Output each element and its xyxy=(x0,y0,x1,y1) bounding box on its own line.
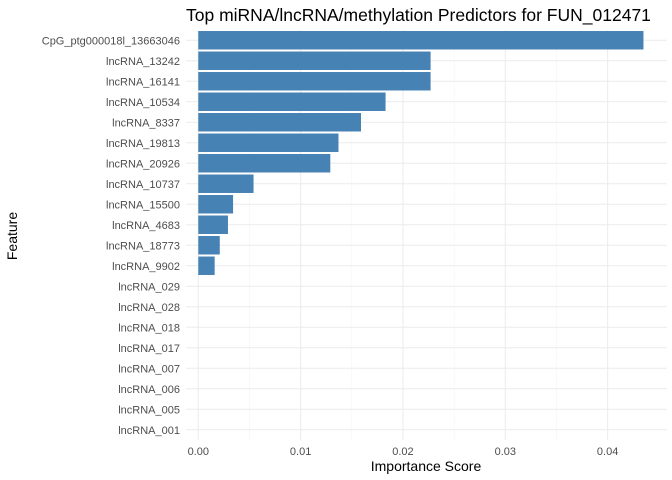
y-tick-label: lncRNA_16141 xyxy=(106,76,180,88)
y-tick-label: lncRNA_018 xyxy=(118,322,180,334)
bar-lncRNA_10534 xyxy=(198,92,386,111)
y-tick-label: CpG_ptg000018l_13663046 xyxy=(42,35,180,47)
x-axis-title: Importance Score xyxy=(371,458,482,474)
bar-lncRNA_13242 xyxy=(198,51,431,70)
bar-CpG_ptg000018l_13663046 xyxy=(198,31,644,50)
bar-lncRNA_18773 xyxy=(198,236,220,255)
x-tick-label: 0.01 xyxy=(290,446,311,458)
major-gridlines xyxy=(186,30,667,440)
bar-lncRNA_16141 xyxy=(198,72,431,91)
y-tick-label: lncRNA_006 xyxy=(118,384,180,396)
x-tick-label: 0.00 xyxy=(188,446,209,458)
y-tick-label: lncRNA_9902 xyxy=(112,261,180,273)
y-tick-label: lncRNA_10534 xyxy=(106,97,180,109)
bar-lncRNA_4683 xyxy=(198,215,228,234)
y-axis-tick-labels: CpG_ptg000018l_13663046 lncRNA_13242 lncRN… xyxy=(42,35,180,437)
y-tick-label: lncRNA_15500 xyxy=(106,199,180,211)
y-tick-label: lncRNA_005 xyxy=(118,404,180,416)
bar-lncRNA_19813 xyxy=(198,133,339,152)
y-tick-label: lncRNA_18773 xyxy=(106,240,180,252)
x-tick-label: 0.02 xyxy=(392,446,413,458)
y-tick-label: lncRNA_19813 xyxy=(106,138,180,150)
y-tick-label: lncRNA_028 xyxy=(118,302,180,314)
x-tick-label: 0.03 xyxy=(495,446,516,458)
x-tick-label: 0.04 xyxy=(597,446,618,458)
y-tick-label: lncRNA_029 xyxy=(118,281,180,293)
bar-lncRNA_8337 xyxy=(198,113,362,132)
chart-title: Top miRNA/lncRNA/methylation Predictors … xyxy=(186,5,651,26)
y-axis-title: Feature xyxy=(4,212,20,260)
y-tick-label: lncRNA_8337 xyxy=(112,117,180,129)
y-tick-label: lncRNA_13242 xyxy=(106,56,180,68)
y-tick-label: lncRNA_4683 xyxy=(112,220,180,232)
y-tick-label: lncRNA_10737 xyxy=(106,179,180,191)
bar-lncRNA_10737 xyxy=(198,174,254,193)
y-tick-label: lncRNA_007 xyxy=(118,363,180,375)
bar-lncRNA_15500 xyxy=(198,195,234,214)
y-tick-label: lncRNA_001 xyxy=(118,425,180,437)
y-tick-label: lncRNA_20926 xyxy=(106,158,180,170)
bar-lncRNA_20926 xyxy=(198,154,331,173)
bar-lncRNA_9902 xyxy=(198,256,215,275)
y-tick-label: lncRNA_017 xyxy=(118,343,180,355)
bars xyxy=(198,31,644,275)
x-axis-tick-labels: 0.00 0.01 0.02 0.03 0.04 xyxy=(188,446,619,458)
